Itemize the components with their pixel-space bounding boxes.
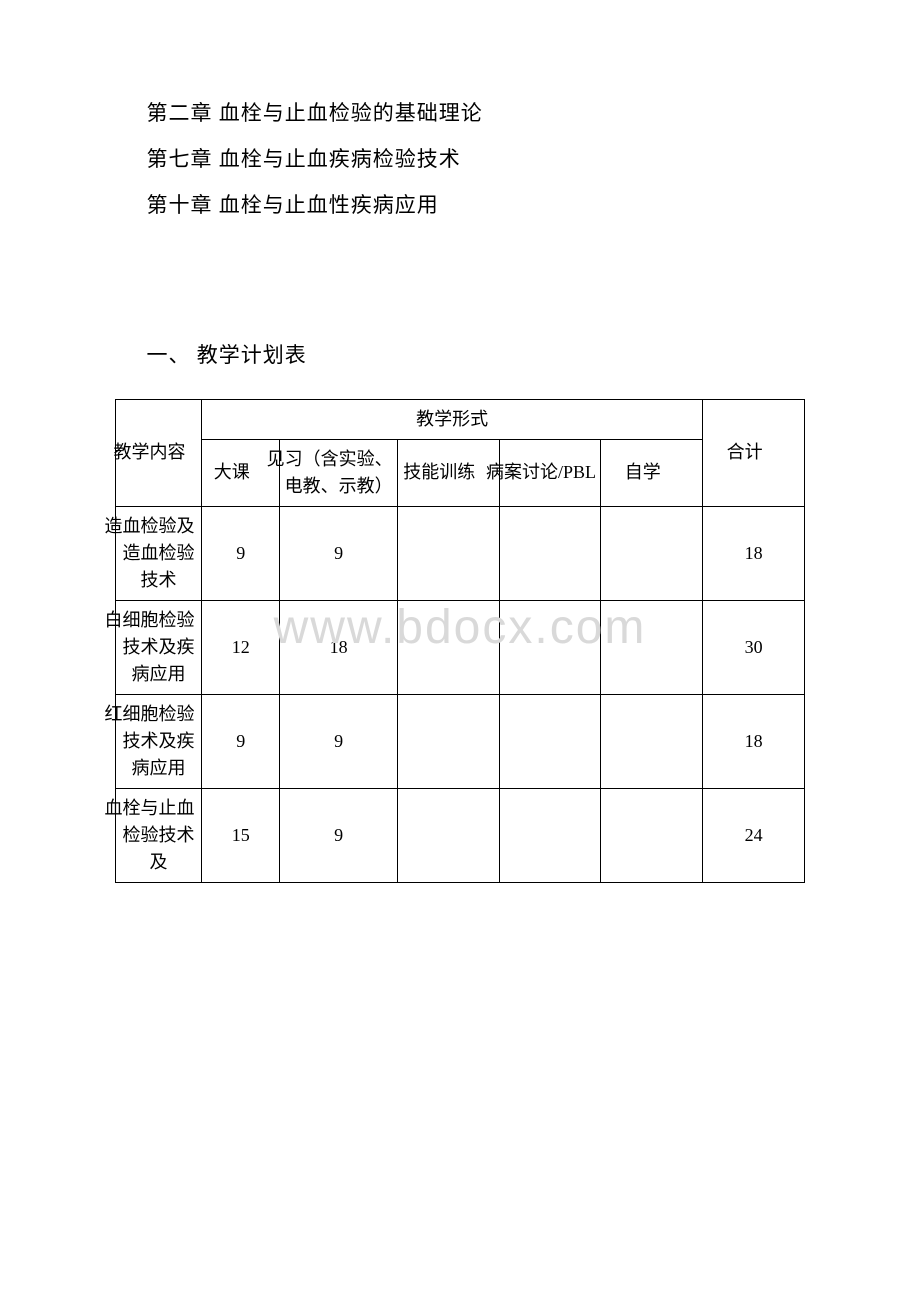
header-content: 教学内容 — [116, 399, 202, 506]
table-header-row-2: 大课 见习（含实验、电教、示教） 技能训练 病案讨论/PBL 自学 — [116, 439, 805, 506]
header-case: 病案讨论/PBL — [499, 439, 601, 506]
table-row: 红细胞检验技术及疾病应用 9 9 18 — [116, 694, 805, 788]
row-cell — [499, 506, 601, 600]
header-total: 合计 — [703, 399, 805, 506]
header-self: 自学 — [601, 439, 703, 506]
row-cell — [499, 788, 601, 882]
row-cell — [397, 506, 499, 600]
row-cell — [397, 694, 499, 788]
row-cell: 18 — [703, 506, 805, 600]
row-cell: 30 — [703, 600, 805, 694]
row-cell — [601, 788, 703, 882]
row-cell — [499, 600, 601, 694]
row-cell — [397, 788, 499, 882]
row-label: 白细胞检验技术及疾病应用 — [116, 600, 202, 694]
chapter-line-1: 第二章 血栓与止血检验的基础理论 — [115, 90, 805, 136]
row-cell: 9 — [280, 788, 397, 882]
chapter-line-3: 第十章 血栓与止血性疾病应用 — [115, 182, 805, 228]
header-practice: 见习（含实验、电教、示教） — [280, 439, 397, 506]
row-cell — [601, 506, 703, 600]
section-heading: 一、 教学计划表 — [115, 339, 805, 369]
row-cell: 12 — [202, 600, 280, 694]
table-row: 血栓与止血检验技术及 15 9 24 — [116, 788, 805, 882]
row-cell — [397, 600, 499, 694]
teaching-plan-table: 教学内容 教学形式 合计 大课 见习（含实验、电教、示教） 技能训练 病案讨论/… — [115, 399, 805, 883]
row-label: 血栓与止血检验技术及 — [116, 788, 202, 882]
table-header-row-1: 教学内容 教学形式 合计 — [116, 399, 805, 439]
header-skill: 技能训练 — [397, 439, 499, 506]
chapter-line-2: 第七章 血栓与止血疾病检验技术 — [115, 136, 805, 182]
row-cell — [601, 694, 703, 788]
table-row: 造血检验及造血检验技术 9 9 18 — [116, 506, 805, 600]
row-cell: 18 — [280, 600, 397, 694]
row-cell — [601, 600, 703, 694]
table-row: 白细胞检验技术及疾病应用 12 18 30 — [116, 600, 805, 694]
row-cell — [499, 694, 601, 788]
row-cell: 18 — [703, 694, 805, 788]
row-cell: 9 — [202, 694, 280, 788]
row-cell: 9 — [202, 506, 280, 600]
row-label: 造血检验及造血检验技术 — [116, 506, 202, 600]
row-cell: 9 — [280, 506, 397, 600]
row-cell: 15 — [202, 788, 280, 882]
row-cell: 24 — [703, 788, 805, 882]
row-cell: 9 — [280, 694, 397, 788]
row-label: 红细胞检验技术及疾病应用 — [116, 694, 202, 788]
header-teaching-form: 教学形式 — [202, 399, 703, 439]
